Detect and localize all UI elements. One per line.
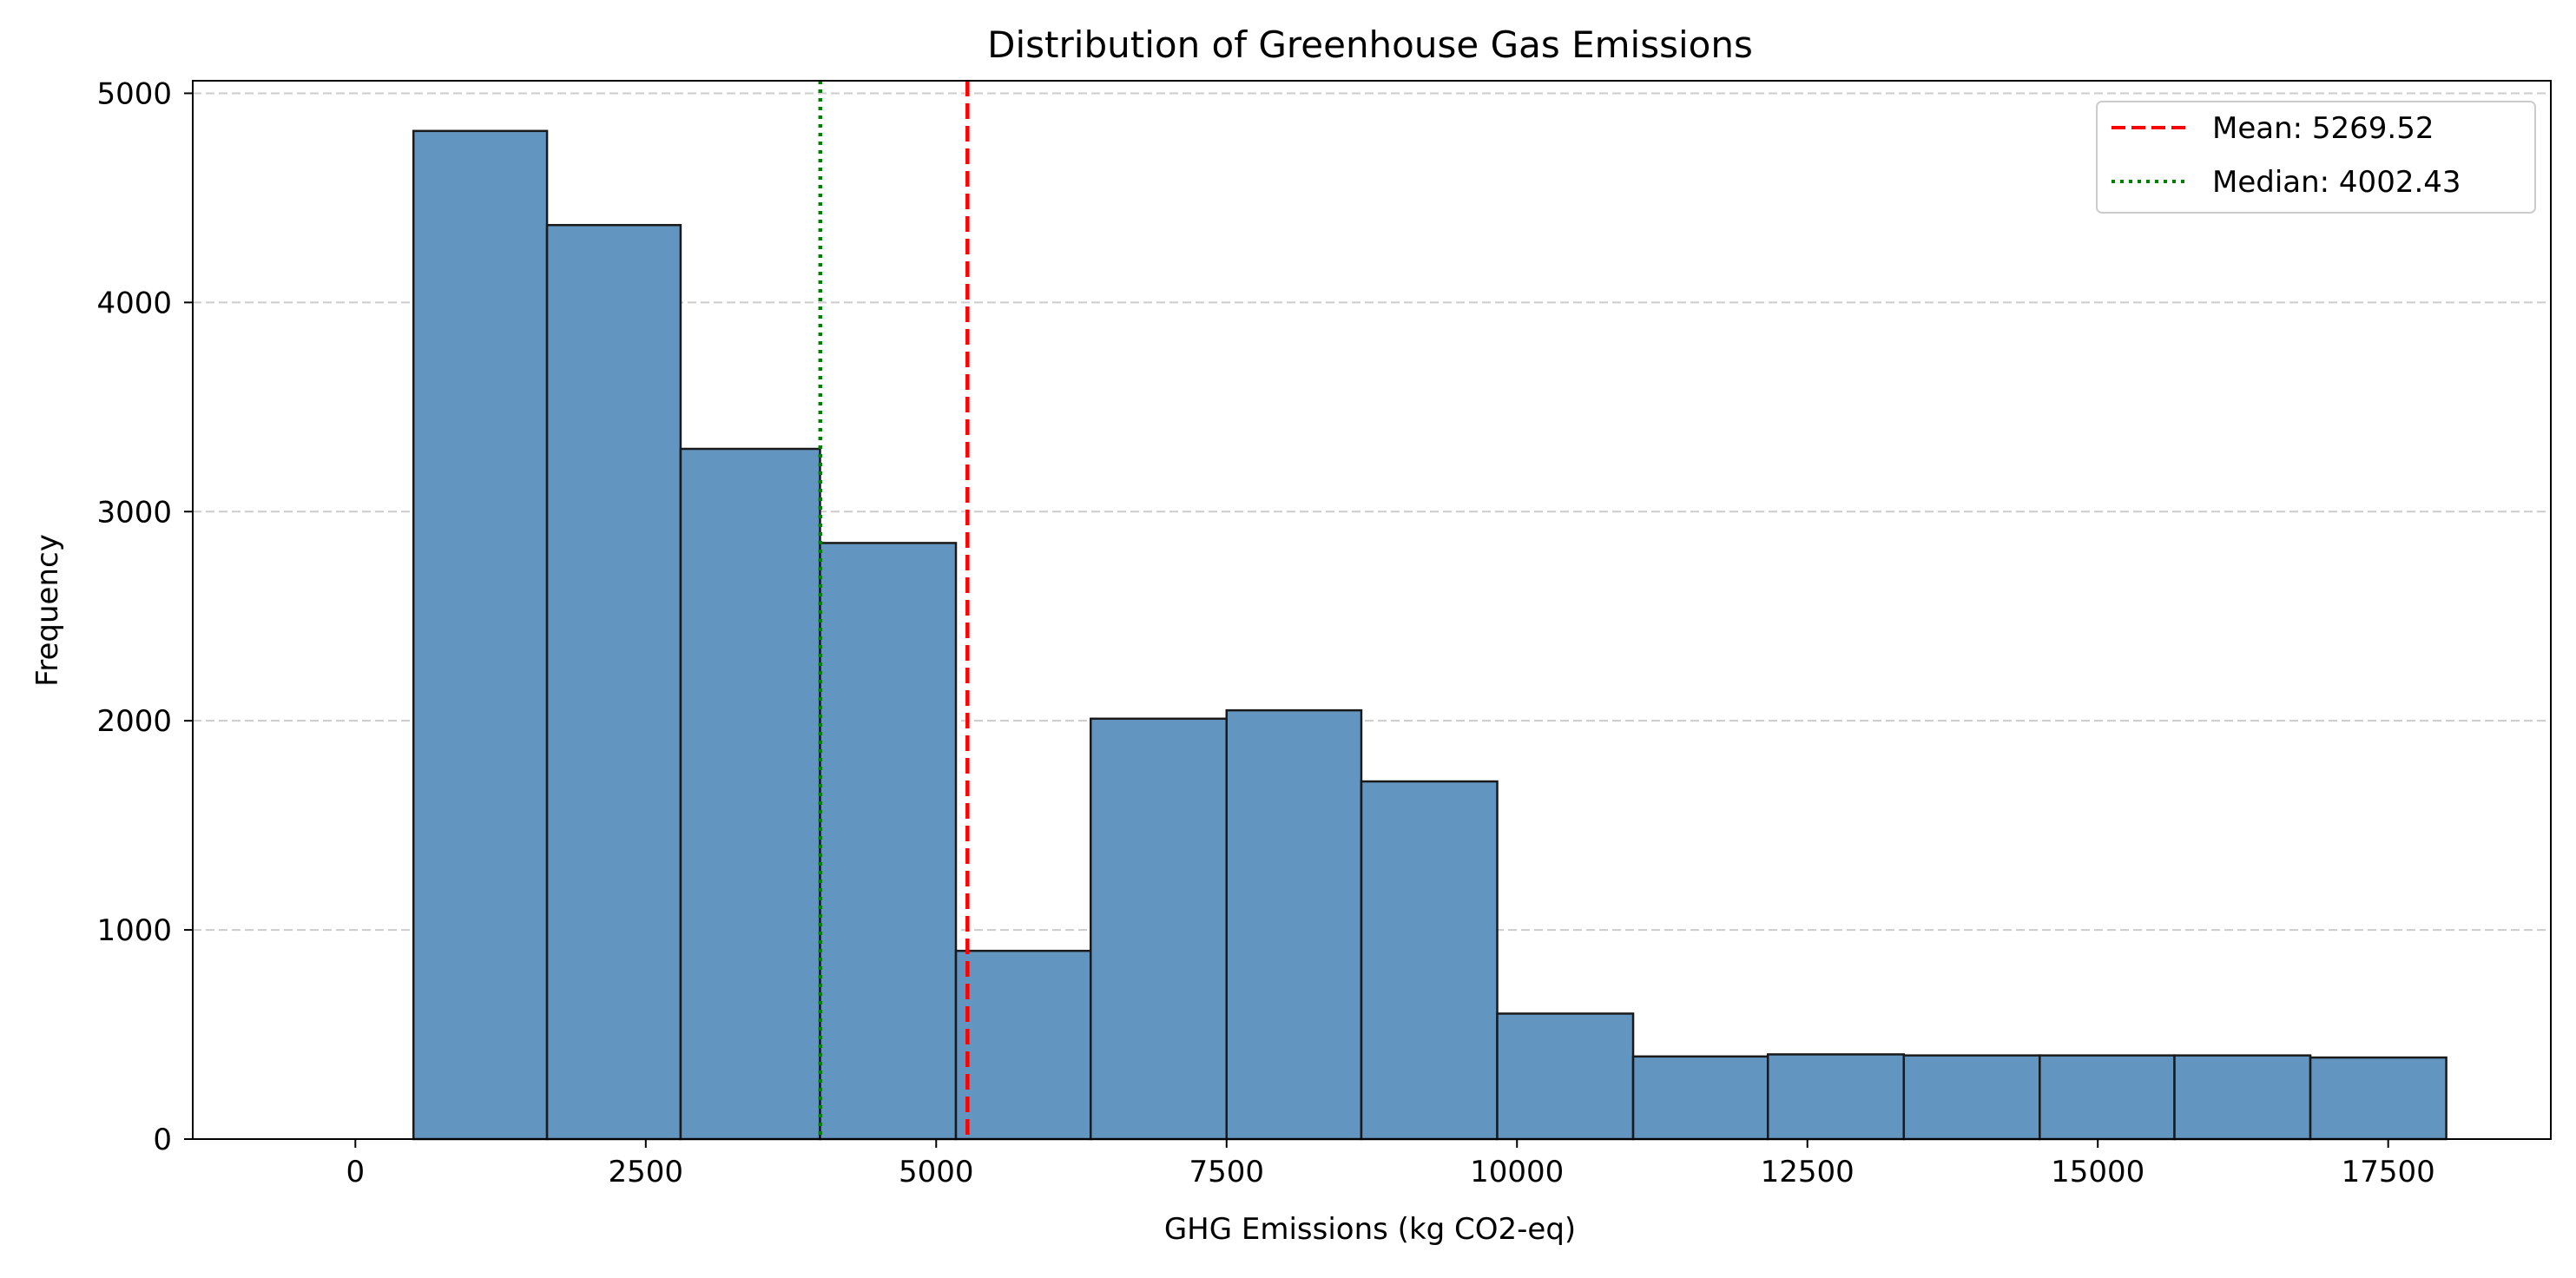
chart-title: Distribution of Greenhouse Gas Emissions — [987, 23, 1753, 66]
histogram-bar — [1496, 1012, 1635, 1141]
x-tick-label: 2500 — [609, 1155, 684, 1189]
y-axis-label: Frequency — [30, 534, 65, 687]
histogram-bar — [679, 447, 821, 1141]
y-tick-label: 3000 — [96, 495, 172, 530]
x-axis-label: GHG Emissions (kg CO2-eq) — [1164, 1212, 1576, 1247]
y-tick-label: 2000 — [96, 704, 172, 739]
x-tick-label: 17500 — [2342, 1155, 2435, 1189]
legend-frame — [2096, 101, 2536, 214]
histogram-bar — [954, 949, 1092, 1141]
histogram-bar — [1631, 1055, 1769, 1141]
legend-label-median: Median: 4002.43 — [2212, 165, 2461, 200]
y-tick-label: 4000 — [96, 286, 172, 320]
histogram-bar — [1766, 1053, 1906, 1141]
x-tick-label: 7500 — [1189, 1155, 1264, 1189]
y-tick-label: 0 — [153, 1123, 172, 1157]
x-tick-label: 15000 — [2051, 1155, 2144, 1189]
legend: Mean: 5269.52 Median: 4002.43 — [2096, 101, 2536, 214]
x-tick-label: 0 — [346, 1155, 365, 1189]
y-tick-label: 5000 — [96, 76, 172, 111]
x-tick-label: 5000 — [899, 1155, 974, 1189]
x-tick-label: 10000 — [1470, 1155, 1564, 1189]
histogram-bar — [1089, 717, 1229, 1141]
y-tick-label: 1000 — [96, 913, 172, 948]
y-axis-ticks: 0 1000 2000 3000 4000 5000 — [96, 76, 193, 1157]
histogram-bar — [819, 542, 958, 1141]
legend-label-mean: Mean: 5269.52 — [2212, 111, 2434, 146]
histogram-bar — [1225, 708, 1363, 1141]
x-axis-ticks: 0 2500 5000 7500 10000 12500 15000 17500 — [346, 1139, 2435, 1189]
histogram-bar — [2173, 1054, 2312, 1141]
x-tick-label: 12500 — [1761, 1155, 1855, 1189]
histogram-bar — [2309, 1056, 2448, 1141]
histogram-bar — [1360, 780, 1499, 1141]
reference-lines-layer — [818, 81, 970, 1139]
plot-frame — [192, 80, 2552, 1140]
histogram-bar — [412, 129, 549, 1141]
histogram-bar — [2039, 1054, 2176, 1141]
histogram-bar — [1902, 1054, 2041, 1141]
bars-layer — [412, 129, 2448, 1141]
histogram-bar — [545, 223, 682, 1141]
